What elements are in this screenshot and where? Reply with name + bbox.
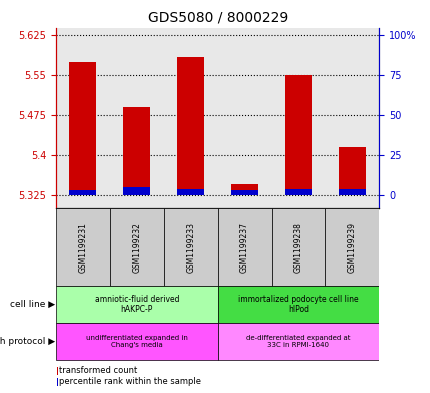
Text: GSM1199232: GSM1199232 xyxy=(132,222,141,272)
Text: growth protocol ▶: growth protocol ▶ xyxy=(0,337,55,346)
Text: percentile rank within the sample: percentile rank within the sample xyxy=(58,377,200,386)
Bar xyxy=(230,184,258,195)
Bar xyxy=(338,147,365,195)
Text: GSM1199233: GSM1199233 xyxy=(186,222,195,273)
Bar xyxy=(163,208,217,286)
Bar xyxy=(123,107,150,195)
Bar xyxy=(123,187,150,195)
Bar xyxy=(56,323,217,360)
Title: GDS5080 / 8000229: GDS5080 / 8000229 xyxy=(147,11,287,25)
Bar xyxy=(69,62,96,195)
Bar xyxy=(284,75,311,195)
Bar xyxy=(57,378,58,386)
Bar xyxy=(69,190,96,195)
Text: immortalized podocyte cell line
hIPod: immortalized podocyte cell line hIPod xyxy=(238,295,358,314)
Bar xyxy=(56,208,110,286)
Bar xyxy=(230,190,258,195)
Text: undifferentiated expanded in
Chang's media: undifferentiated expanded in Chang's med… xyxy=(86,335,187,348)
Text: transformed count: transformed count xyxy=(58,366,137,375)
Bar xyxy=(217,286,378,323)
Bar xyxy=(338,189,365,195)
Bar xyxy=(325,208,378,286)
Text: GSM1199237: GSM1199237 xyxy=(240,222,249,273)
Bar xyxy=(110,208,163,286)
Bar xyxy=(217,323,378,360)
Bar xyxy=(284,189,311,195)
Bar xyxy=(57,367,58,375)
Bar xyxy=(177,189,204,195)
Text: de-differentiated expanded at
33C in RPMI-1640: de-differentiated expanded at 33C in RPM… xyxy=(246,335,350,348)
Text: amniotic-fluid derived
hAKPC-P: amniotic-fluid derived hAKPC-P xyxy=(94,295,179,314)
Text: GSM1199239: GSM1199239 xyxy=(347,222,356,273)
Bar xyxy=(177,57,204,195)
Bar xyxy=(217,208,271,286)
Text: cell line ▶: cell line ▶ xyxy=(10,300,55,309)
Text: GSM1199238: GSM1199238 xyxy=(293,222,302,272)
Bar xyxy=(271,208,325,286)
Text: GSM1199231: GSM1199231 xyxy=(78,222,87,272)
Bar xyxy=(56,286,217,323)
